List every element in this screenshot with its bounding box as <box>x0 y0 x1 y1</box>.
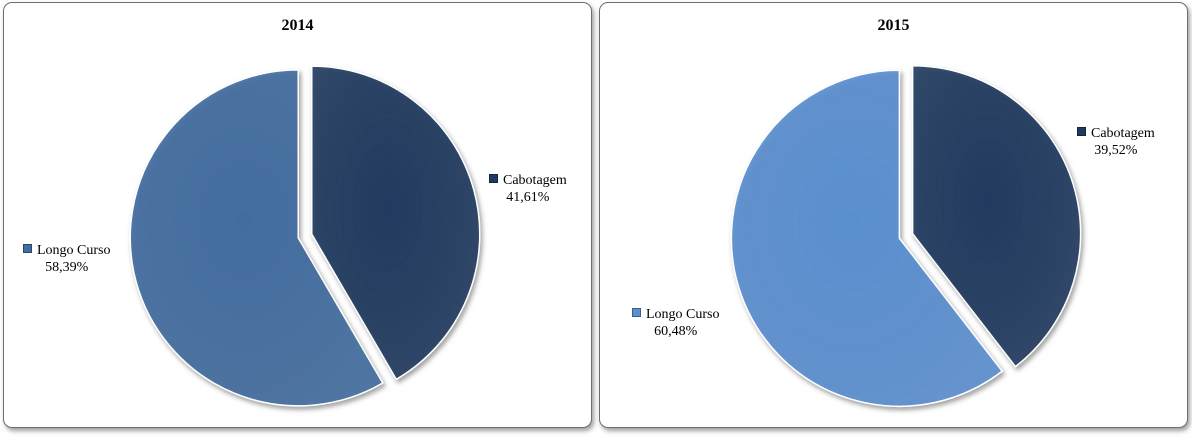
pie-chart-2015 <box>730 64 1082 407</box>
legend-cabotagem-2015: Cabotagem 39,52% <box>1077 125 1155 159</box>
legend-swatch <box>1077 127 1086 136</box>
chart-title: 2014 <box>281 17 314 34</box>
legend-swatch <box>489 174 498 183</box>
legend-longo-curso-2014: Longo Curso 58,39% <box>23 242 111 276</box>
data-label: 41,61% <box>506 190 550 205</box>
legend-swatch <box>23 244 32 253</box>
pie-slice-cabotagem <box>311 65 481 381</box>
data-label: 58,39% <box>45 260 89 275</box>
legend-swatch <box>632 308 641 317</box>
legend-label: Cabotagem <box>1091 126 1155 141</box>
data-label: 60,48% <box>654 324 698 339</box>
pie-chart-2014 <box>129 65 481 407</box>
data-label: 39,52% <box>1094 143 1138 158</box>
legend-longo-curso-2015: Longo Curso 60,48% <box>632 306 720 340</box>
legend-label: Longo Curso <box>37 243 111 258</box>
chart-title: 2015 <box>877 17 910 34</box>
legend-label: Longo Curso <box>646 307 720 322</box>
pie-slice-cabotagem <box>911 64 1082 368</box>
chart-panel-2014: 2014 Cabotagem 41,61% Longo Curso 58,39% <box>3 2 592 428</box>
pie-slice-longo-curso <box>730 69 1004 407</box>
legend-cabotagem-2014: Cabotagem 41,61% <box>489 172 567 206</box>
pie-slice-longo-curso <box>129 69 384 407</box>
chart-panel-2015: 2015 Cabotagem 39,52% Longo Curso 60,48% <box>599 2 1188 428</box>
legend-label: Cabotagem <box>503 173 567 188</box>
